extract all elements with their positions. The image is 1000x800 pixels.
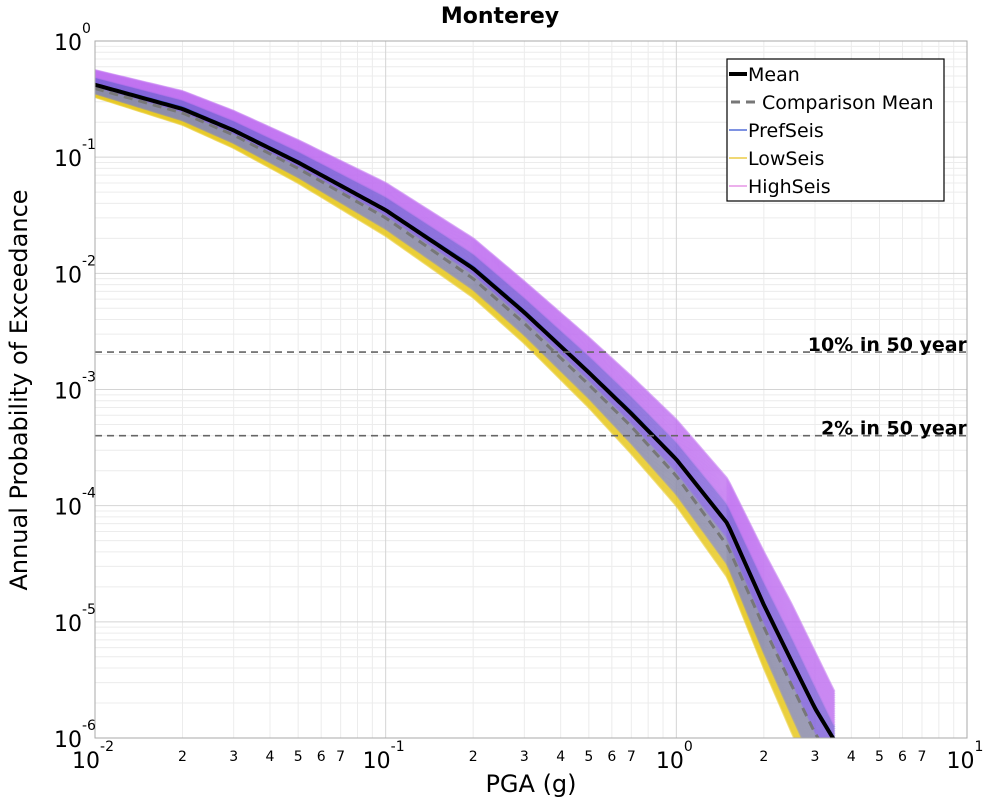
x-minor-tick-label: 2 — [178, 749, 187, 765]
legend-label: Comparison Mean — [762, 92, 934, 114]
y-tick-label: 10-1 — [54, 137, 96, 172]
x-minor-tick-label: 6 — [898, 749, 907, 765]
legend: Mean Comparison Mean PrefSeis LowSeis HighSe… — [726, 58, 945, 202]
x-minor-tick-label: 7 — [627, 749, 636, 765]
plot-area-frame — [94, 40, 968, 739]
mean-line — [95, 82, 836, 738]
y-tick-label: 10-4 — [54, 486, 96, 521]
legend-label: PrefSeis — [748, 120, 824, 142]
y-tick-label: 10-5 — [54, 602, 96, 637]
x-minor-tick-label: 5 — [584, 749, 593, 765]
y-tick-label: 10-6 — [54, 718, 96, 753]
y-tick-label: 100 — [54, 21, 91, 56]
x-minor-tick-label: 2 — [759, 749, 768, 765]
x-minor-tick-label: 6 — [607, 749, 616, 765]
reference-line-label: 10% in 50 year — [808, 334, 968, 356]
x-minor-tick-label: 4 — [266, 749, 275, 765]
comparison-mean-line — [95, 87, 820, 738]
x-tick-label: 101 — [947, 739, 984, 774]
x-minor-tick-label: 3 — [520, 749, 529, 765]
x-minor-tick-label: 3 — [811, 749, 820, 765]
y-tick-label: 10-3 — [54, 370, 96, 405]
x-minor-tick-label: 5 — [875, 749, 884, 765]
legend-box — [726, 58, 945, 202]
x-minor-tick-label: 3 — [229, 749, 238, 765]
x-axis-label: PGA (g) — [485, 770, 576, 798]
x-tick-label: 100 — [656, 739, 693, 774]
branch-curves — [95, 69, 836, 738]
reference-line-label: 2% in 50 year — [821, 418, 968, 440]
y-axis-label: Annual Probability of Exceedance — [5, 189, 33, 590]
legend-label: Mean — [748, 64, 800, 86]
x-minor-tick-label: 2 — [469, 749, 478, 765]
branch-curve — [95, 69, 836, 693]
chart-title: Monterey — [441, 4, 559, 29]
x-minor-tick-label: 7 — [336, 749, 345, 765]
x-tick-label: 10-1 — [363, 739, 405, 774]
x-minor-tick-label: 4 — [847, 749, 856, 765]
y-tick-label: 10-2 — [54, 253, 96, 288]
x-tick-label: 10-2 — [72, 739, 114, 774]
x-minor-tick-label: 5 — [294, 749, 303, 765]
legend-label: LowSeis — [748, 148, 824, 170]
legend-label: HighSeis — [748, 176, 831, 198]
x-minor-tick-label: 7 — [918, 749, 927, 765]
x-minor-tick-label: 6 — [317, 749, 326, 765]
x-minor-tick-label: 4 — [556, 749, 565, 765]
